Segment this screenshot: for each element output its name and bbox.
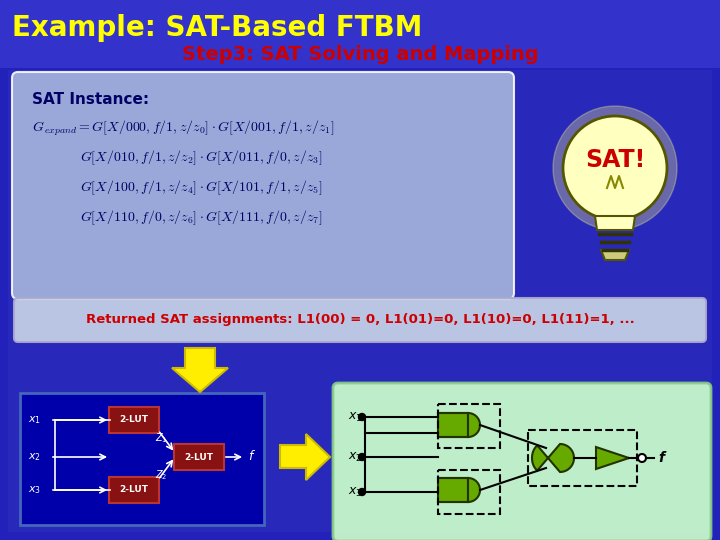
Text: $x_3$: $x_3$ <box>348 485 363 498</box>
Text: $G_{\,expand}$$= G[X/000, f/1, z/z_0] \cdot G[X/001, f/1, z/z_1]$: $G_{\,expand}$$= G[X/000, f/1, z/z_0] \c… <box>32 118 334 138</box>
Text: f: f <box>658 451 664 465</box>
Polygon shape <box>596 447 629 469</box>
Text: $x_1$: $x_1$ <box>348 410 362 423</box>
Polygon shape <box>595 216 635 230</box>
Circle shape <box>553 106 677 230</box>
Text: SAT Instance:: SAT Instance: <box>32 92 149 107</box>
Polygon shape <box>532 444 574 472</box>
Polygon shape <box>280 434 330 480</box>
Text: 2-LUT: 2-LUT <box>120 485 148 495</box>
Text: Step3: SAT Solving and Mapping: Step3: SAT Solving and Mapping <box>181 44 539 64</box>
Text: $x_2$: $x_2$ <box>348 450 362 463</box>
FancyBboxPatch shape <box>20 393 264 525</box>
Text: $x_3$: $x_3$ <box>28 484 41 496</box>
FancyBboxPatch shape <box>438 478 468 502</box>
Text: $G[X/010, f/1, z/z_2] \cdot G[X/011, f/0, z/z_3]$: $G[X/010, f/1, z/z_2] \cdot G[X/011, f/0… <box>80 148 323 167</box>
Text: $Z_1$: $Z_1$ <box>155 431 168 445</box>
FancyBboxPatch shape <box>438 413 468 437</box>
FancyBboxPatch shape <box>109 407 159 433</box>
Text: $G[X/110, f/0, z/z_6] \cdot G[X/111, f/0, z/z_7]$: $G[X/110, f/0, z/z_6] \cdot G[X/111, f/0… <box>80 209 323 227</box>
FancyBboxPatch shape <box>333 383 711 540</box>
FancyBboxPatch shape <box>0 0 720 68</box>
Text: SAT!: SAT! <box>585 148 645 172</box>
Circle shape <box>359 489 366 496</box>
Text: f: f <box>248 450 253 463</box>
Text: 2-LUT: 2-LUT <box>184 453 214 462</box>
Polygon shape <box>172 348 228 392</box>
Text: Returned SAT assignments: L1(00) = 0, L1(01)=0, L1(10)=0, L1(11)=1, ...: Returned SAT assignments: L1(00) = 0, L1… <box>86 314 634 327</box>
Text: $x_2$: $x_2$ <box>28 451 41 463</box>
FancyBboxPatch shape <box>174 444 224 470</box>
Circle shape <box>359 414 366 421</box>
Text: Example: SAT-Based FTBM: Example: SAT-Based FTBM <box>12 14 423 42</box>
FancyBboxPatch shape <box>14 298 706 342</box>
Text: $Z_2$: $Z_2$ <box>155 468 168 482</box>
FancyBboxPatch shape <box>12 72 514 299</box>
Text: 2-LUT: 2-LUT <box>120 415 148 424</box>
Circle shape <box>563 116 667 220</box>
Polygon shape <box>468 413 480 437</box>
Text: $G[X/100, f/1, z/z_4] \cdot G[X/101, f/1, z/z_5]$: $G[X/100, f/1, z/z_4] \cdot G[X/101, f/1… <box>80 179 323 197</box>
FancyBboxPatch shape <box>8 70 712 532</box>
Polygon shape <box>468 478 480 502</box>
Circle shape <box>638 454 646 462</box>
Circle shape <box>359 454 366 461</box>
Polygon shape <box>601 250 629 260</box>
Text: $x_1$: $x_1$ <box>28 414 41 426</box>
FancyBboxPatch shape <box>109 477 159 503</box>
